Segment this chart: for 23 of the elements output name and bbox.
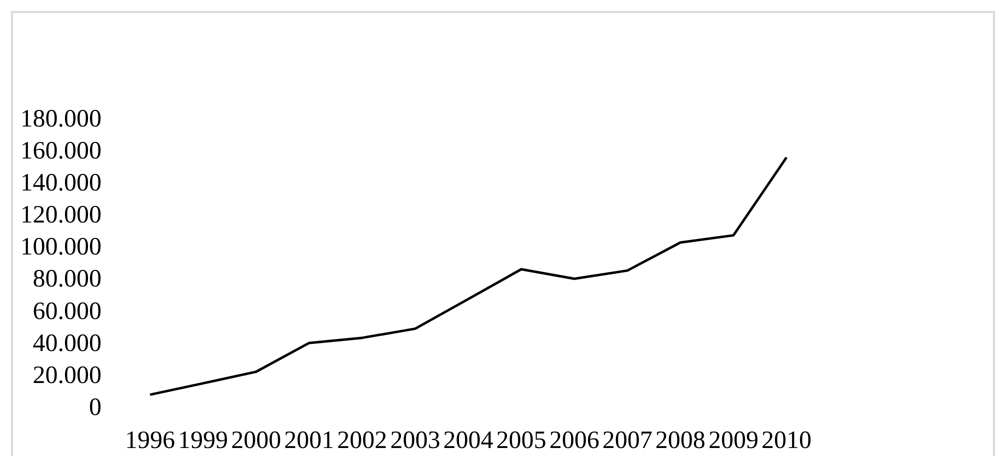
y-tick-label: 160.000 (20, 138, 102, 165)
y-tick-label: 60.000 (32, 298, 102, 325)
y-tick-label: 100.000 (20, 234, 102, 261)
x-tick-label: 2003 (390, 426, 440, 454)
x-tick-label: 2005 (496, 426, 546, 454)
x-tick-label: 2010 (761, 426, 812, 454)
x-tick-label: 2002 (337, 426, 388, 454)
x-tick-label: 2008 (655, 426, 706, 454)
x-tick-label: 2007 (602, 426, 652, 454)
x-tick-label: 2006 (549, 426, 600, 454)
x-tick-label: 2000 (231, 426, 282, 454)
x-tick-label: 1999 (178, 426, 228, 454)
x-tick-label: 2009 (708, 426, 758, 454)
y-tick-label: 20.000 (32, 362, 102, 389)
y-tick-label: 180.000 (20, 106, 102, 133)
x-tick-label: 2001 (284, 426, 334, 454)
y-tick-label: 120.000 (20, 202, 102, 229)
x-tick-label: 1996 (125, 426, 176, 454)
y-tick-label: 80.000 (32, 266, 102, 293)
x-tick-label: 2004 (443, 426, 494, 454)
y-tick-label: 40.000 (32, 330, 102, 357)
y-tick-label: 0 (89, 394, 102, 421)
y-tick-label: 140.000 (20, 170, 102, 197)
